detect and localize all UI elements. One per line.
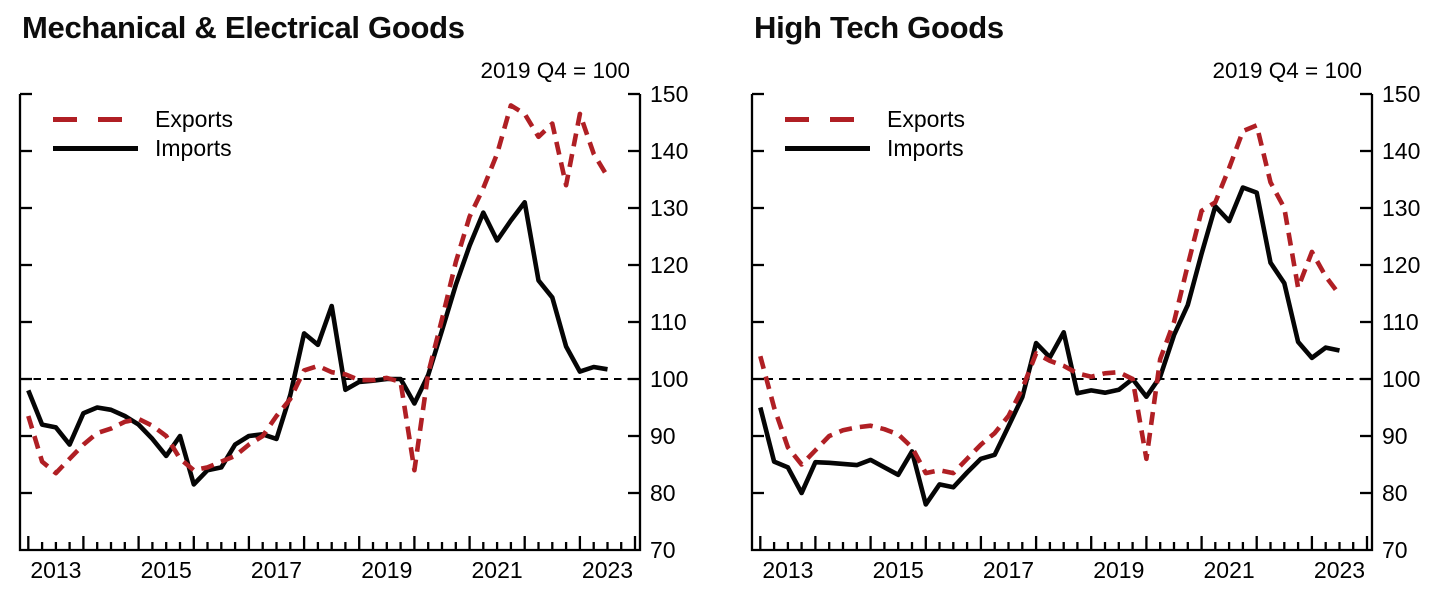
x-axis-label: 2021 [472,557,523,583]
y-axis-label: 70 [650,537,676,563]
y-axis-label: 110 [1382,309,1419,335]
exports-dashed-line-swatch [785,117,870,122]
y-axis-label: 100 [650,366,688,392]
y-axis-label: 140 [1382,138,1420,164]
y-axis-label: 110 [650,309,687,335]
x-axis-label: 2015 [141,557,192,583]
chart-panel-mechanical-electrical-goods: Mechanical & Electrical Goods 2019 Q4 = … [18,10,688,583]
y-axis-label: 140 [650,138,688,164]
legend: Exports Imports [53,105,233,163]
y-axis-label: 150 [1382,81,1420,107]
chart-title: Mechanical & Electrical Goods [22,10,465,45]
index-note: 2019 Q4 = 100 [1212,58,1362,83]
y-axis-label: 90 [650,423,676,449]
y-axis-label: 80 [1382,480,1408,506]
legend: Exports Imports [785,105,965,163]
legend-item-imports: Imports [785,134,965,163]
legend-label-exports: Exports [155,106,233,132]
exports-dashed-line-swatch [53,117,138,122]
plot-mechanical-electrical-goods: 70 80 90 100 110 120 130 140 150 2013 2015 2017 2019… [18,81,688,583]
y-axis-label: 90 [1382,423,1408,449]
x-axis-label: 2019 [361,557,412,583]
chart-panel-high-tech-goods: High Tech Goods 2019 Q4 = 100 70 80 90 100 1… [719,0,1438,600]
legend-item-imports: Imports [53,134,233,163]
plot-high-tech-goods: 70 80 90 100 110 120 130 140 150 2013 2015 2017 2019… [750,81,1420,583]
x-axis-label: 2017 [251,557,302,583]
legend-label-exports: Exports [887,106,965,132]
imports-line [758,185,1340,507]
y-axis-label: 100 [1382,366,1420,392]
y-axis-label: 130 [1382,195,1420,221]
legend-item-exports: Exports [785,105,965,134]
y-axis-label: 70 [1382,537,1408,563]
x-axis-label: 2013 [30,557,81,583]
x-axis-label: 2023 [582,557,633,583]
exports-line [758,123,1342,476]
imports-line [26,200,608,487]
x-axis-label: 2015 [873,557,924,583]
legend-label-imports: Imports [155,135,232,161]
imports-solid-line-swatch [53,146,138,151]
x-axis-label: 2017 [983,557,1034,583]
y-axis-label: 150 [650,81,688,107]
x-axis-label: 2021 [1204,557,1255,583]
x-axis-label: 2019 [1093,557,1144,583]
y-axis-label: 80 [650,480,676,506]
y-axis-label: 120 [650,252,688,278]
x-axis-label: 2023 [1314,557,1365,583]
x-axis-label: 2013 [762,557,813,583]
index-note: 2019 Q4 = 100 [480,58,630,83]
y-axis-label: 120 [1382,252,1420,278]
imports-solid-line-swatch [785,146,870,151]
legend-item-exports: Exports [53,105,233,134]
chart-title: High Tech Goods [754,10,1004,45]
y-axis-label: 130 [650,195,688,221]
legend-label-imports: Imports [887,135,964,161]
exports-line [26,103,610,476]
